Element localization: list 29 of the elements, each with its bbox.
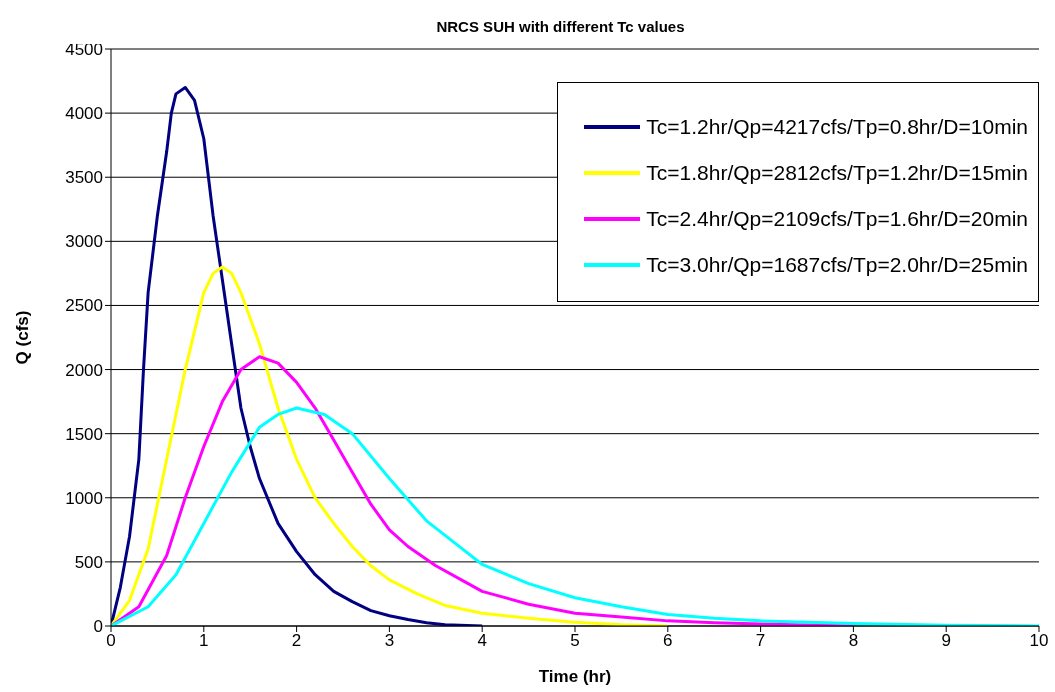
x-tick-label: 9 <box>941 631 951 651</box>
x-tick-label: 2 <box>291 631 302 651</box>
y-tick-label: 2500 <box>65 296 103 316</box>
x-axis-title: Time (hr) <box>538 667 612 686</box>
x-tick-label: 6 <box>663 631 673 651</box>
legend-label: Tc=1.2hr/Qp=4217cfs/Tp=0.8hr/D=10min <box>646 115 1028 139</box>
y-tick-label: 0 <box>93 617 103 637</box>
y-tick-label: 4000 <box>65 104 103 124</box>
y-tick-label: 3500 <box>65 168 103 188</box>
y-tick-label: 1000 <box>65 488 103 508</box>
legend-label: Tc=3.0hr/Qp=1687cfs/Tp=2.0hr/D=25min <box>646 253 1028 277</box>
x-tick-label: 4 <box>477 631 487 651</box>
y-tick-label: 3000 <box>65 232 103 252</box>
x-tick-label: 0 <box>106 631 116 651</box>
legend-label: Tc=2.4hr/Qp=2109cfs/Tp=1.6hr/D=20min <box>646 207 1028 231</box>
x-tick-label: 7 <box>755 631 766 651</box>
x-tick-label: 5 <box>570 631 580 651</box>
y-tick-label: 2000 <box>65 360 103 380</box>
y-axis-title: Q (cfs) <box>13 310 33 365</box>
x-tick-label: 8 <box>848 631 859 651</box>
x-tick-label: 3 <box>384 631 395 651</box>
y-tick-label: 500 <box>74 552 103 572</box>
y-tick-label: 4500 <box>65 40 103 60</box>
y-tick-label: 1500 <box>65 424 103 444</box>
x-tick-label: 1 <box>199 631 209 651</box>
x-tick-label: 10 <box>1029 631 1049 651</box>
legend-label: Tc=1.8hr/Qp=2812cfs/Tp=1.2hr/D=15min <box>646 161 1028 185</box>
line-series <box>111 85 484 626</box>
chart-title: NRCS SUH with different Tc values <box>436 18 685 35</box>
